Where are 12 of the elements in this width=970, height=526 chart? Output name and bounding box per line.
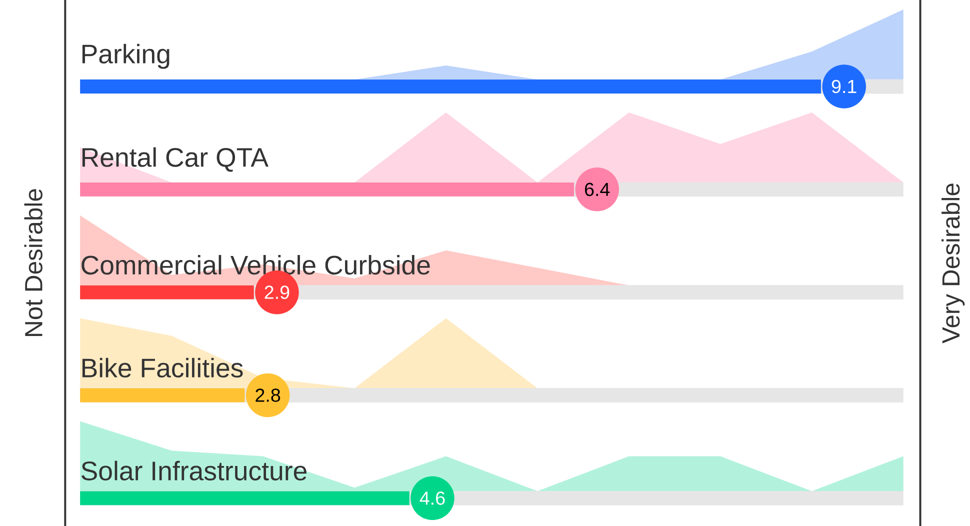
data-label: 9.1 (832, 80, 856, 94)
data-label: 2.9 (264, 286, 290, 299)
data-label: 2.8 (256, 388, 280, 402)
y-tick-label: Solar Infrastructure (81, 460, 306, 480)
y-tick-label: Rental Car QTA (82, 147, 268, 172)
y-tick-label: Parking (82, 44, 170, 69)
y2-axis-title: Very Desirable (942, 184, 965, 344)
y-tick-label: Bike Facilities (82, 358, 243, 378)
data-label: 6.4 (584, 182, 610, 196)
y-axis-title: Not Desirable (24, 189, 42, 336)
y-tick-label: Commercial Vehicle Curbside (82, 254, 430, 275)
data-label: 4.6 (420, 491, 445, 505)
